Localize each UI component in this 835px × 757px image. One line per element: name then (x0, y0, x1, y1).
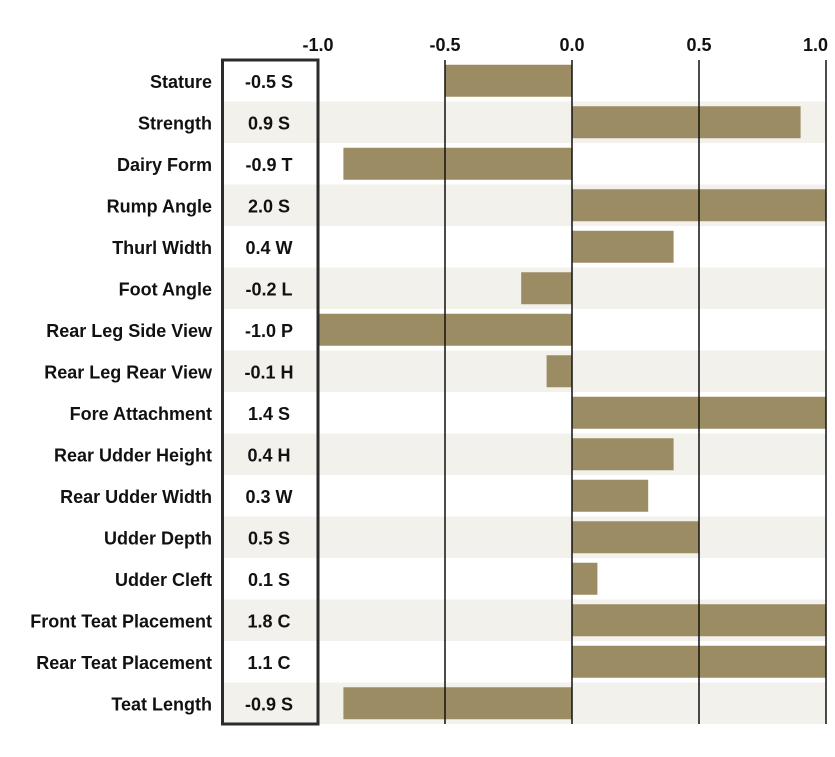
bar-rear-udder-height (572, 438, 674, 471)
value-label: 0.1 S (248, 570, 290, 590)
value-label: 0.4 W (245, 238, 292, 258)
value-label: 1.8 C (247, 611, 290, 631)
row-stripe (222, 516, 826, 558)
bar-stature (445, 64, 572, 97)
category-label: Foot Angle (119, 279, 212, 299)
category-label: Teat Length (111, 694, 212, 714)
category-label: Strength (138, 113, 212, 133)
category-label: Rear Leg Rear View (44, 362, 213, 382)
value-label: 0.9 S (248, 113, 290, 133)
value-label: -1.0 P (245, 321, 293, 341)
value-label: 2.0 S (248, 196, 290, 216)
category-label: Dairy Form (117, 155, 212, 175)
row-stripe (222, 350, 826, 392)
value-label: -0.5 S (245, 72, 293, 92)
value-column-box (221, 58, 320, 726)
category-label: Fore Attachment (70, 404, 212, 424)
category-label: Stature (150, 72, 212, 92)
category-label: Thurl Width (112, 238, 212, 258)
bar-dairy-form (343, 147, 572, 180)
value-label: 1.1 C (247, 653, 290, 673)
bar-rear-udder-width (572, 479, 649, 512)
tick-label: -0.5 (429, 35, 460, 55)
row-stripe (222, 433, 826, 475)
bar-udder-cleft (572, 562, 598, 595)
bar-foot-angle (521, 272, 572, 305)
category-label: Rump Angle (107, 196, 212, 216)
value-label: 1.4 S (248, 404, 290, 424)
value-label: 0.5 S (248, 528, 290, 548)
bar-rear-leg-rear-view (546, 355, 572, 388)
tick-label: 0.5 (686, 35, 711, 55)
value-label: 0.4 H (247, 445, 290, 465)
value-label: -0.9 S (245, 694, 293, 714)
bar-thurl-width (572, 230, 674, 263)
tick-label: -1.0 (302, 35, 333, 55)
value-label: -0.1 H (244, 362, 293, 382)
category-label: Rear Udder Width (60, 487, 212, 507)
value-label: -0.2 L (245, 279, 292, 299)
bar-udder-depth (572, 521, 699, 554)
bar-teat-length (343, 687, 572, 720)
value-label: 0.3 W (245, 487, 292, 507)
value-label: -0.9 T (245, 155, 292, 175)
bars (318, 64, 826, 720)
bar-strength (572, 106, 801, 139)
category-label: Udder Depth (104, 528, 212, 548)
category-label: Rear Udder Height (54, 445, 212, 465)
category-labels: Stature Strength Dairy Form Rump Angle Thurl… (30, 72, 213, 715)
tick-label: 1.0 (803, 35, 828, 55)
category-label: Rear Teat Placement (36, 653, 212, 673)
category-label: Rear Leg Side View (46, 321, 213, 341)
category-label: Front Teat Placement (30, 611, 212, 631)
tick-label: 0.0 (559, 35, 584, 55)
category-label: Udder Cleft (115, 570, 212, 590)
tick-labels: -1.0 -0.5 0.0 0.5 1.0 (302, 35, 828, 55)
value-labels: -0.5 S 0.9 S -0.9 T 2.0 S 0.4 W -0.2 L -1.0 P -… (244, 72, 293, 715)
